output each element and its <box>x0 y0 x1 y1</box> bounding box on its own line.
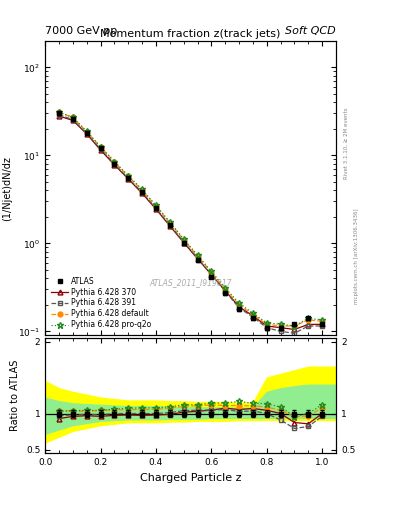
Text: 7000 GeV pp: 7000 GeV pp <box>45 26 118 36</box>
Text: Soft QCD: Soft QCD <box>285 26 336 36</box>
Legend: ATLAS, Pythia 6.428 370, Pythia 6.428 391, Pythia 6.428 default, Pythia 6.428 pr: ATLAS, Pythia 6.428 370, Pythia 6.428 39… <box>49 274 154 332</box>
Title: Momentum fraction z(track jets): Momentum fraction z(track jets) <box>101 29 281 39</box>
Text: mcplots.cern.ch [arXiv:1306.3436]: mcplots.cern.ch [arXiv:1306.3436] <box>354 208 359 304</box>
X-axis label: Charged Particle z: Charged Particle z <box>140 473 241 482</box>
Y-axis label: Ratio to ATLAS: Ratio to ATLAS <box>10 360 20 431</box>
Y-axis label: (1/Njet)dN/dz: (1/Njet)dN/dz <box>2 156 13 221</box>
Text: Rivet 3.1.10, ≥ 2M events: Rivet 3.1.10, ≥ 2M events <box>344 108 349 179</box>
Text: ATLAS_2011_I919017: ATLAS_2011_I919017 <box>149 278 232 287</box>
